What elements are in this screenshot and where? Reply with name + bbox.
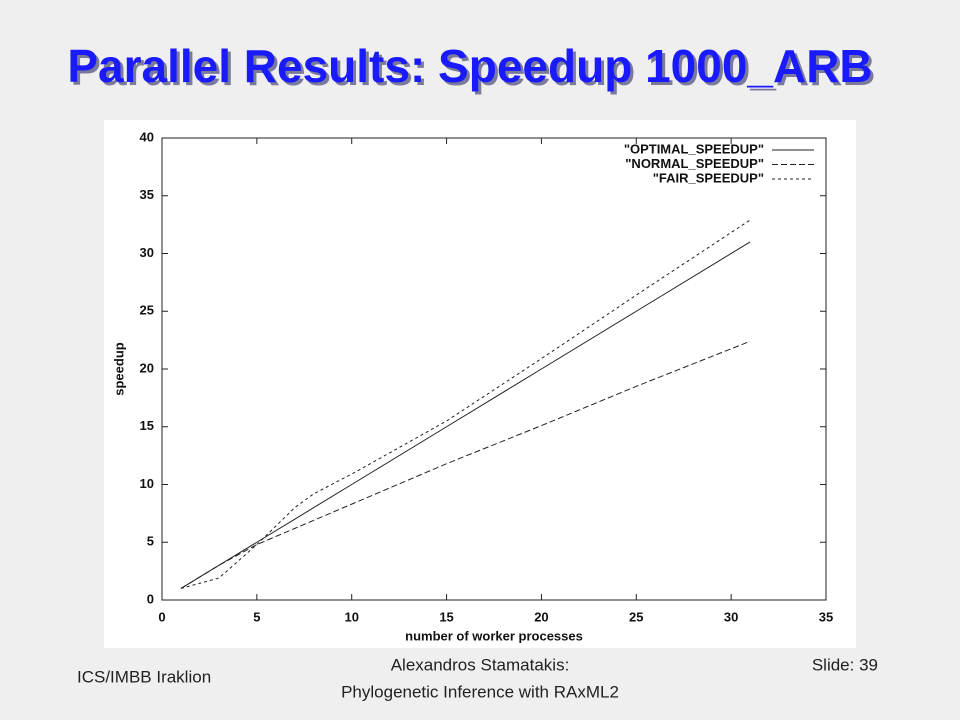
chart-background	[104, 120, 856, 648]
series-line	[180, 219, 751, 589]
chart: 0 5 10 15 20 25 30 35 0 5 10 15 20 25 30 35 40 number of …	[111, 129, 833, 643]
x-tick-label: 10	[344, 609, 358, 624]
y-tick-label: 0	[147, 591, 154, 606]
x-tick-label: 25	[629, 609, 643, 624]
footer-author: Alexandros Stamatakis:	[391, 655, 570, 674]
legend-label: "NORMAL_SPEEDUP"	[625, 156, 764, 171]
y-axis-label: speedup	[111, 342, 126, 396]
x-axis-label: number of worker processes	[405, 628, 583, 643]
slide-number: Slide: 39	[812, 655, 878, 674]
x-tick-label: 30	[724, 609, 738, 624]
legend-label: "OPTIMAL_SPEEDUP"	[624, 141, 764, 156]
footer-subtitle: Phylogenetic Inference with RAxML2	[341, 682, 619, 701]
y-tick-label: 10	[140, 476, 154, 491]
x-tick-label: 15	[439, 609, 453, 624]
x-tick-label: 5	[253, 609, 260, 624]
slide-title: Parallel Results: Speedup 1000_ARB	[67, 40, 872, 92]
legend-label: "FAIR_SPEEDUP"	[653, 170, 764, 185]
series-line	[180, 340, 751, 589]
y-tick-label: 30	[140, 245, 154, 260]
title-shadow: Parallel Results: Speedup 1000_ARB	[70, 43, 875, 95]
y-tick-label: 25	[140, 303, 154, 318]
y-tick-label: 40	[140, 129, 154, 144]
series-line	[180, 241, 751, 589]
y-tick-label: 5	[147, 534, 154, 549]
y-tick-label: 35	[140, 187, 154, 202]
y-tick-label: 20	[140, 360, 154, 375]
x-tick-label: 20	[534, 609, 548, 624]
y-tick-label: 15	[140, 418, 154, 433]
footer-left: ICS/IMBB Iraklion	[77, 667, 211, 686]
x-tick-label: 35	[819, 609, 833, 624]
x-tick-label: 0	[158, 609, 165, 624]
